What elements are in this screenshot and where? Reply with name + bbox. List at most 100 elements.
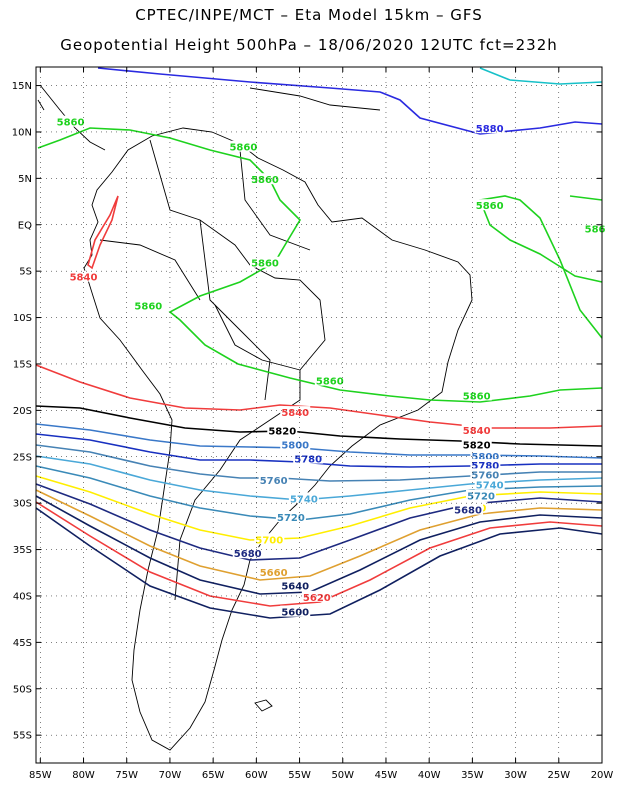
contour-label-bg bbox=[474, 122, 505, 134]
contour-label-5860: 5860 bbox=[251, 259, 279, 270]
contour-label-5800: 5800 bbox=[471, 452, 499, 463]
contour-label-5720: 5720 bbox=[277, 513, 305, 524]
contour-label-5820: 5820 bbox=[268, 427, 296, 438]
contour-label-5640: 5640 bbox=[281, 582, 309, 593]
lon-label: 30W bbox=[504, 770, 527, 781]
lat-label: 5S bbox=[19, 267, 32, 278]
contour-label-5680: 5680 bbox=[234, 549, 262, 560]
contour-label-bg bbox=[470, 459, 501, 471]
title-line-1: CPTEC/INPE/MCT – Eta Model 15km – GFS bbox=[135, 6, 483, 24]
contour-label-5740: 5740 bbox=[476, 481, 504, 492]
contour-label-5780: 5780 bbox=[471, 461, 499, 472]
lat-label: 25S bbox=[13, 452, 32, 463]
contour-5840 bbox=[35, 364, 603, 429]
contour-5860-east-b bbox=[569, 195, 603, 201]
lat-label: 30S bbox=[13, 499, 32, 510]
contour-label-bg bbox=[314, 374, 345, 386]
contour-5860 bbox=[37, 127, 603, 403]
contour-label-5740: 5740 bbox=[290, 494, 318, 505]
contour-5820 bbox=[35, 405, 603, 447]
contour-label-bg bbox=[68, 270, 99, 282]
lat-label: 50S bbox=[13, 684, 32, 695]
contour-label-5600: 5600 bbox=[281, 608, 309, 619]
lon-label: 45W bbox=[375, 770, 398, 781]
longitude-axis: 85W 80W 75W 70W 65W 60W 55W 50W 45W 40W 35W 30W 25W 2… bbox=[29, 67, 613, 781]
lat-label: 55S bbox=[13, 731, 32, 742]
contour-label-5760: 5760 bbox=[260, 476, 288, 487]
lat-label: 10N bbox=[12, 127, 32, 138]
contour-label-bg bbox=[55, 115, 86, 127]
lon-label: 75W bbox=[115, 770, 138, 781]
contour-label-5860: 5860 bbox=[229, 143, 257, 154]
contour-label-bg bbox=[461, 423, 492, 435]
contour-label-bg bbox=[474, 478, 505, 490]
contour-5700 bbox=[35, 475, 603, 541]
contour-label-bg bbox=[280, 579, 311, 591]
contour-label-bg bbox=[280, 438, 311, 450]
contour-label-5860: 5860 bbox=[251, 175, 279, 186]
lat-label: 40S bbox=[13, 591, 32, 602]
contour-label-bg bbox=[254, 533, 285, 545]
contour-label-5700: 5700 bbox=[255, 535, 283, 546]
contour-label-5800: 5800 bbox=[281, 441, 309, 452]
lon-label: 55W bbox=[288, 770, 311, 781]
contour-5840-andes bbox=[87, 195, 119, 270]
contour-label-5760: 5760 bbox=[471, 470, 499, 481]
contour-5660 bbox=[35, 489, 603, 581]
contour-label-bg bbox=[249, 173, 280, 185]
contour-label-5840: 5840 bbox=[281, 408, 309, 419]
lat-label: 5N bbox=[18, 174, 32, 185]
contour-label-5860: 5860 bbox=[476, 201, 504, 212]
lat-label: 20S bbox=[13, 406, 32, 417]
latitude-axis: 15N 10N 5N EQ 5S 10S 15S 20S 25S 30S 35S 40S 45S 50S 5… bbox=[12, 81, 602, 742]
lon-label: 80W bbox=[72, 770, 95, 781]
contour-label-bg bbox=[228, 140, 259, 152]
lat-label: 35S bbox=[13, 545, 32, 556]
contour-label-bg bbox=[280, 406, 311, 418]
contour-label-bg bbox=[461, 438, 492, 450]
contour-lines bbox=[35, 67, 603, 619]
contour-label-5880: 5880 bbox=[476, 124, 504, 135]
contour-label-5860: 5860 bbox=[316, 377, 344, 388]
lon-label: 20W bbox=[591, 770, 614, 781]
lon-label: 85W bbox=[29, 770, 52, 781]
lat-label: 15S bbox=[13, 359, 32, 370]
lon-label: 50W bbox=[331, 770, 354, 781]
contour-label-5840: 5840 bbox=[463, 426, 491, 437]
contour-label-bg bbox=[580, 222, 611, 234]
contour-label-bg bbox=[133, 299, 164, 311]
contour-label-bg bbox=[280, 605, 311, 617]
lon-label: 60W bbox=[245, 770, 268, 781]
contour-label-5860: 586 bbox=[585, 224, 606, 235]
title-line-2: Geopotential Height 500hPa – 18/06/2020 … bbox=[60, 36, 558, 54]
contour-5600 bbox=[35, 507, 603, 619]
contour-label-5660: 5660 bbox=[260, 568, 288, 579]
contour-labels: 5880 5860 5860 5860 5860 586 5860 5860 5860 5860 5… bbox=[55, 115, 611, 619]
contour-label-bg bbox=[232, 547, 263, 559]
lat-label: EQ bbox=[18, 220, 32, 231]
contour-label-bg bbox=[275, 511, 306, 523]
contour-label-bg bbox=[474, 199, 505, 211]
contour-label-bg bbox=[461, 389, 492, 401]
contour-label-bg bbox=[453, 503, 484, 515]
contour-label-bg bbox=[249, 256, 280, 268]
lon-label: 35W bbox=[461, 770, 484, 781]
contour-label-bg bbox=[288, 492, 319, 504]
contour-5620 bbox=[35, 501, 603, 607]
lon-label: 40W bbox=[418, 770, 441, 781]
lat-label: 45S bbox=[13, 638, 32, 649]
contour-label-bg bbox=[466, 489, 497, 501]
contour-label-bg bbox=[301, 590, 332, 602]
contour-label-5840: 5840 bbox=[70, 273, 98, 284]
contour-label-5620: 5620 bbox=[303, 593, 331, 604]
contour-label-5680: 5680 bbox=[454, 506, 482, 517]
map-frame bbox=[35, 66, 603, 764]
lat-label: 10S bbox=[13, 313, 32, 324]
contour-label-bg bbox=[470, 468, 501, 480]
contour-label-5720: 5720 bbox=[467, 492, 495, 503]
lon-label: 65W bbox=[202, 770, 225, 781]
contour-label-5820: 5820 bbox=[463, 441, 491, 452]
lat-label: 15N bbox=[12, 81, 32, 92]
contour-label-bg bbox=[293, 452, 324, 464]
